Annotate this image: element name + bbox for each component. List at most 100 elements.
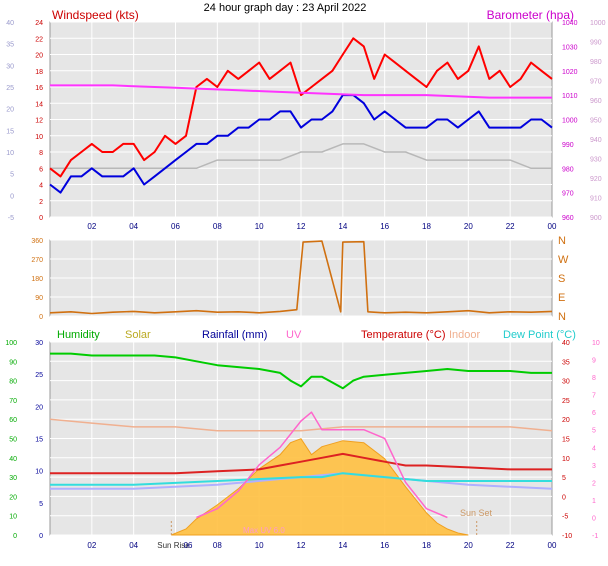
gust-line: [49, 37, 553, 178]
env-x-tick-label: 00: [548, 541, 557, 550]
baro-outer-tick-label: 910: [590, 196, 602, 203]
humidity-tick-label: 80: [9, 379, 17, 386]
humidity-tick-label: 50: [9, 437, 17, 444]
env-x-tick-label: 08: [213, 541, 222, 550]
wind-outer-tick-label: 10: [6, 150, 14, 157]
baro-outer-tick-label: 990: [590, 40, 602, 47]
humidity-tick-label: 0: [13, 533, 17, 540]
temp-tick-label: 25: [562, 398, 570, 405]
humidity-tick-label: 100: [5, 340, 17, 347]
direction-grid: [50, 239, 552, 317]
baro-tick-label: 1010: [562, 93, 578, 100]
wind-outer-tick-label: 15: [6, 128, 14, 135]
uv-tick-label: 8: [592, 375, 596, 382]
direction-line: [49, 240, 553, 315]
legend-dew-point: Dew Point (°C): [503, 329, 576, 341]
rain-tick-label: 5: [39, 501, 43, 508]
dir-y-tick-label: 0: [39, 314, 43, 321]
rain-tick-label: 0: [39, 533, 43, 540]
baro-outer-tick-label: 950: [590, 118, 602, 125]
wind-axes: 024681012141618202224-505101520253035409…: [6, 20, 605, 231]
page-title: 24 hour graph day : 23 April 2022: [204, 2, 367, 14]
wind-y-tick-label: 6: [39, 166, 43, 173]
rain-tick-label: 30: [35, 340, 43, 347]
env-x-tick-label: Sun Rise: [157, 541, 190, 550]
wind-x-tick-label: 04: [129, 222, 138, 231]
uv-tick-label: 9: [592, 358, 596, 365]
wind-x-tick-label: 12: [297, 222, 306, 231]
humidity-line: [50, 352, 552, 390]
humidity-tick-label: 70: [9, 398, 17, 405]
baro-outer-tick-label: 1000: [590, 20, 606, 27]
rain-tick-label: 20: [35, 404, 43, 411]
wind-x-tick-label: 20: [464, 222, 473, 231]
temp-tick-label: 15: [562, 437, 570, 444]
wind-y-tick-label: 12: [35, 118, 43, 125]
wind-y-tick-label: 4: [39, 183, 43, 190]
baro-outer-tick-label: 980: [590, 59, 602, 66]
temperature-line: [50, 452, 552, 475]
wind-outer-tick-label: 35: [6, 42, 14, 49]
humidity-tick-label: 60: [9, 417, 17, 424]
barometer-line: [50, 84, 552, 99]
baro-tick-label: 960: [562, 215, 574, 222]
wind-x-tick-label: 14: [338, 222, 347, 231]
wind-x-tick-label: 00: [548, 222, 557, 231]
wind-y-tick-label: 18: [35, 69, 43, 76]
baro-tick-label: 1040: [562, 20, 578, 27]
wind-y-tick-label: 20: [35, 53, 43, 60]
uv-tick-label: 6: [592, 410, 596, 417]
temp-tick-label: -10: [562, 533, 572, 540]
wind-outer-tick-label: 0: [10, 193, 14, 200]
env-x-tick-label: 06: [184, 541, 193, 550]
uv-tick-label: 7: [592, 393, 596, 400]
temp-tick-label: 20: [562, 417, 570, 424]
dir-compass-label: N: [558, 235, 566, 247]
temp-tick-label: -5: [562, 514, 568, 521]
dir-y-tick-label: 180: [31, 276, 43, 283]
barometer-title: Barometer (hpa): [487, 8, 574, 22]
wind-outer-tick-label: 5: [10, 172, 14, 179]
uv-tick-label: 3: [592, 463, 596, 470]
wind-y-tick-label: 22: [35, 36, 43, 43]
humidity-tick-label: 90: [9, 359, 17, 366]
solar-area: [171, 438, 469, 536]
dir-y-tick-label: 360: [31, 238, 43, 245]
env-x-tick-label: 04: [129, 541, 138, 550]
average-wind-line: [49, 94, 553, 194]
legend-temperature: Temperature (°C): [361, 329, 445, 341]
temp-tick-label: 30: [562, 379, 570, 386]
wind-x-tick-label: 02: [87, 222, 96, 231]
uv-tick-label: 4: [592, 445, 596, 452]
wind-outer-tick-label: 30: [6, 63, 14, 70]
uv-tick-label: 0: [592, 515, 596, 522]
dir-y-tick-label: 90: [35, 295, 43, 302]
apparent-line: [50, 472, 553, 490]
legend-humidity: Humidity: [57, 329, 100, 341]
rain-tick-label: 10: [35, 469, 43, 476]
env-series: [49, 352, 553, 536]
legend-uv: UV: [286, 329, 302, 341]
env-x-tick-label: 20: [464, 541, 473, 550]
baro-outer-tick-label: 970: [590, 79, 602, 86]
wind-x-tick-label: 06: [171, 222, 180, 231]
env-x-tick-label: 22: [506, 541, 515, 550]
baro-outer-tick-label: 940: [590, 137, 602, 144]
dir-compass-label: W: [558, 254, 569, 266]
baro-tick-label: 970: [562, 191, 574, 198]
wind-x-tick-label: 08: [213, 222, 222, 231]
wind-outer-tick-label: 20: [6, 107, 14, 114]
wind-x-tick-label: 18: [422, 222, 431, 231]
baro-tick-label: 980: [562, 166, 574, 173]
wind-y-tick-label: 0: [39, 215, 43, 222]
temp-tick-label: 40: [562, 340, 570, 347]
uv-tick-label: 5: [592, 428, 596, 435]
humidity-tick-label: 30: [9, 475, 17, 482]
rain-tick-label: 15: [35, 437, 43, 444]
max-uv-annotation: Max UV 6.0: [243, 526, 285, 535]
uv-tick-label: 10: [592, 340, 600, 347]
baro-outer-tick-label: 960: [590, 98, 602, 105]
